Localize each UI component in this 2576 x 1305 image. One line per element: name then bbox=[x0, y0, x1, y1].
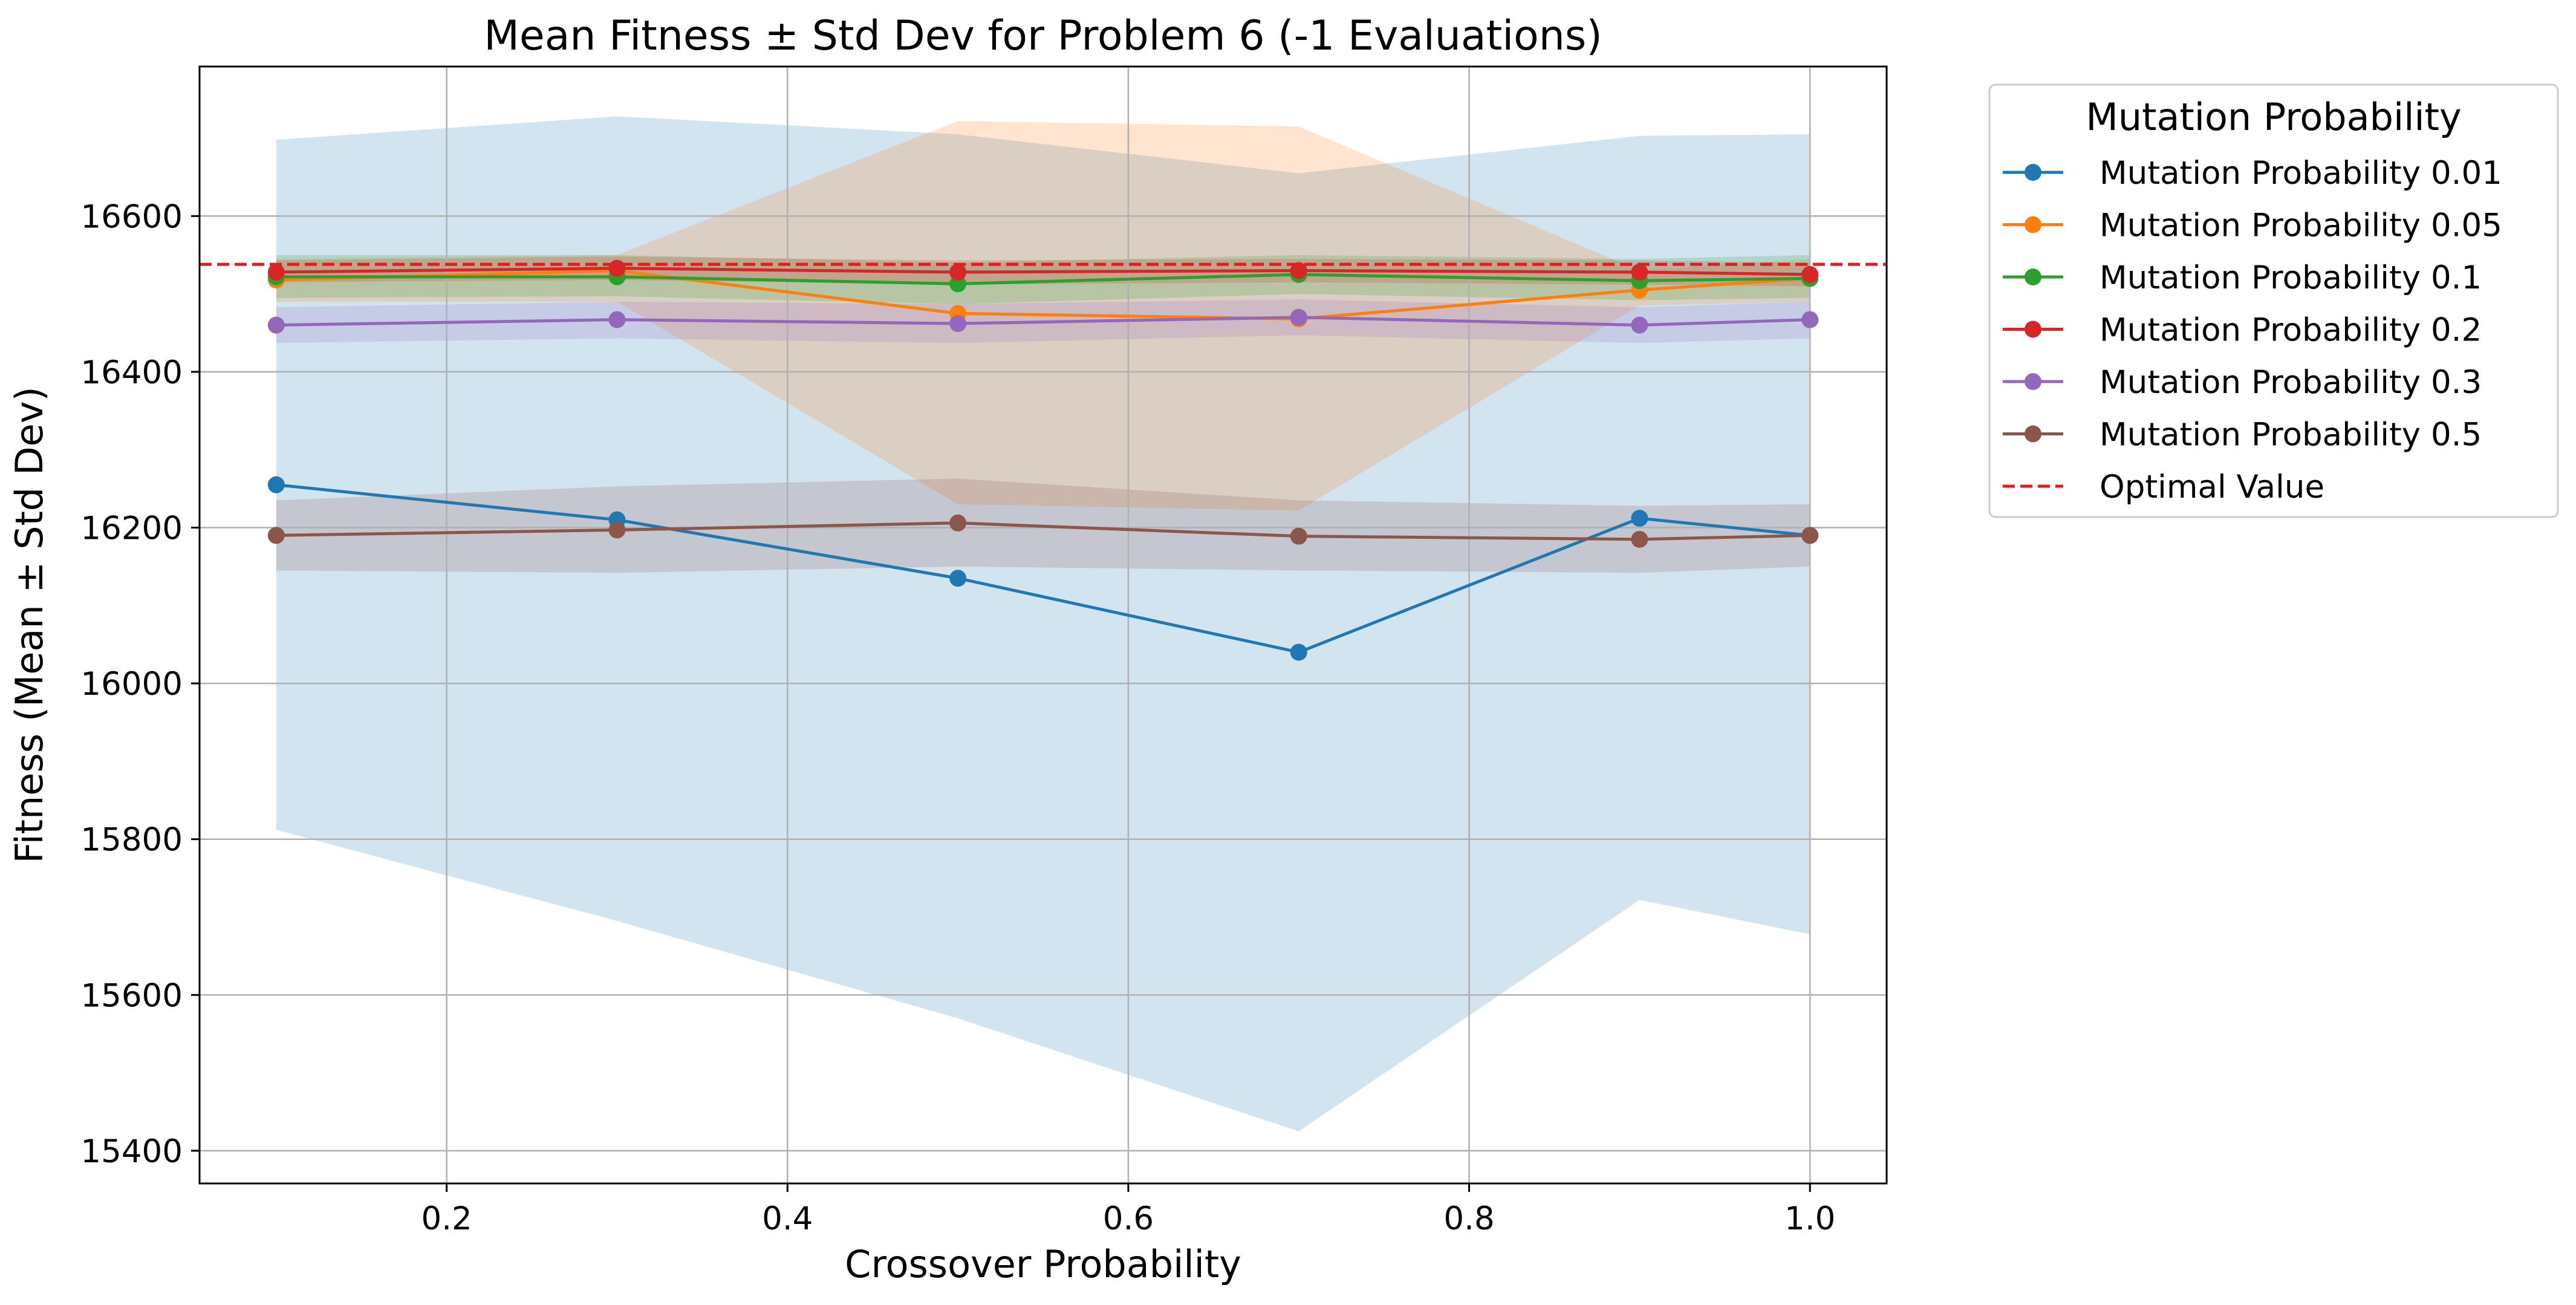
legend-label: Mutation Probability 0.5 bbox=[2100, 417, 2482, 454]
line-mutation-probability-0-05 bbox=[276, 268, 1810, 321]
x-tick-label: 0.4 bbox=[762, 1200, 813, 1237]
point-mutation-probability-0-2 bbox=[267, 264, 285, 281]
x-tick-label: 0.2 bbox=[421, 1200, 472, 1237]
point-mutation-probability-0-2 bbox=[1290, 262, 1307, 279]
x-axis-label: Crossover Probability bbox=[845, 1242, 1241, 1286]
legend-label: Mutation Probability 0.2 bbox=[2100, 312, 2482, 349]
point-mutation-probability-0-5 bbox=[1290, 527, 1307, 545]
point-mutation-probability-0-01 bbox=[1631, 510, 1648, 527]
x-tick-label: 0.6 bbox=[1103, 1200, 1154, 1237]
point-mutation-probability-0-3 bbox=[949, 315, 967, 333]
legend: Mutation Probability Mutation Probabilit… bbox=[1988, 83, 2559, 518]
y-tick-label: 15600 bbox=[80, 977, 183, 1014]
gridlines bbox=[200, 67, 1887, 1183]
y-tick-label: 15800 bbox=[80, 822, 183, 859]
x-tick-label: 0.8 bbox=[1443, 1200, 1494, 1237]
plot-frame bbox=[198, 65, 1888, 1185]
point-mutation-probability-0-2 bbox=[1801, 265, 1819, 283]
legend-items: Mutation Probability 0.01 Mutation Probab… bbox=[2003, 155, 2502, 506]
chart-title: Mean Fitness ± Std Dev for Problem 6 (-1… bbox=[484, 12, 1602, 60]
point-mutation-probability-0-01 bbox=[1290, 643, 1307, 661]
point-mutation-probability-0-3 bbox=[1801, 311, 1819, 328]
y-tick-label: 16400 bbox=[80, 354, 183, 391]
point-mutation-probability-0-5 bbox=[1631, 530, 1648, 548]
point-mutation-probability-0-5 bbox=[267, 527, 285, 544]
line-mutation-probability-0-2 bbox=[276, 267, 1810, 276]
legend-marker bbox=[2025, 425, 2041, 443]
point-mutation-probability-0-01 bbox=[267, 476, 285, 493]
line-mutation-probability-0-1 bbox=[276, 273, 1810, 285]
legend-label-optimal: Optimal Value bbox=[2100, 469, 2324, 506]
y-tick-label: 16600 bbox=[80, 198, 183, 235]
legend-marker bbox=[2025, 216, 2041, 233]
legend-label: Mutation Probability 0.01 bbox=[2100, 155, 2502, 192]
y-tick-label: 16200 bbox=[80, 510, 183, 547]
legend-marker bbox=[2025, 164, 2041, 181]
band-mutation-probability-0-01 bbox=[276, 116, 1810, 1131]
legend-box bbox=[1988, 83, 2559, 518]
line-mutation-probability-0-01 bbox=[276, 483, 1810, 654]
legend-marker bbox=[2025, 321, 2041, 338]
point-mutation-probability-0-2 bbox=[949, 264, 967, 281]
series-markers bbox=[267, 259, 1819, 661]
point-mutation-probability-0-3 bbox=[267, 316, 285, 334]
x-axis-ticks: 0.2 0.4 0.6 0.8 1.0 bbox=[421, 1183, 1835, 1237]
point-mutation-probability-0-3 bbox=[1631, 316, 1648, 334]
point-mutation-probability-0-2 bbox=[608, 259, 626, 277]
point-mutation-probability-0-3 bbox=[1290, 308, 1307, 326]
line-mutation-probability-0-3 bbox=[276, 316, 1810, 327]
y-tick-label: 15400 bbox=[80, 1133, 183, 1170]
point-mutation-probability-0-2 bbox=[1631, 264, 1648, 281]
legend-marker bbox=[2025, 268, 2041, 285]
legend-label: Mutation Probability 0.3 bbox=[2100, 364, 2482, 401]
y-axis-label: Fitness (Mean ± Std Dev) bbox=[7, 386, 51, 863]
point-mutation-probability-0-01 bbox=[949, 570, 967, 587]
legend-label: Mutation Probability 0.1 bbox=[2100, 259, 2482, 296]
y-axis-ticks: 15400 15600 15800 16000 16200 16400 16600 bbox=[80, 198, 200, 1170]
x-tick-label: 1.0 bbox=[1784, 1200, 1835, 1237]
series-lines bbox=[276, 267, 1810, 654]
point-mutation-probability-0-1 bbox=[949, 275, 967, 293]
point-mutation-probability-0-3 bbox=[608, 311, 626, 328]
line-mutation-probability-0-5 bbox=[276, 521, 1810, 541]
point-mutation-probability-0-5 bbox=[608, 521, 626, 539]
y-tick-label: 16000 bbox=[80, 666, 183, 703]
legend-label: Mutation Probability 0.05 bbox=[2100, 207, 2502, 244]
legend-marker bbox=[2025, 373, 2041, 390]
point-mutation-probability-0-5 bbox=[949, 514, 967, 532]
legend-title: Mutation Probability bbox=[2086, 95, 2461, 139]
point-mutation-probability-0-5 bbox=[1801, 527, 1819, 544]
